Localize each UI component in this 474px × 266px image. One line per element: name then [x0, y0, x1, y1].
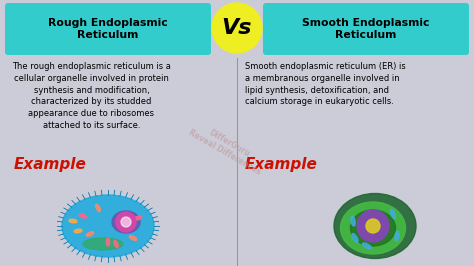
- Ellipse shape: [74, 229, 82, 233]
- Circle shape: [212, 3, 262, 53]
- Ellipse shape: [96, 204, 100, 211]
- Ellipse shape: [334, 193, 416, 259]
- Ellipse shape: [62, 195, 154, 257]
- Ellipse shape: [340, 202, 405, 254]
- Circle shape: [116, 212, 136, 232]
- Circle shape: [121, 217, 131, 227]
- Ellipse shape: [350, 210, 395, 246]
- Ellipse shape: [79, 214, 87, 218]
- Ellipse shape: [112, 211, 140, 233]
- Ellipse shape: [351, 216, 355, 226]
- Text: The rough endoplasmic reticulum is a
cellular organelle involved in protein
synt: The rough endoplasmic reticulum is a cel…: [12, 62, 171, 130]
- Text: Smooth Endoplasmic
Reticulum: Smooth Endoplasmic Reticulum: [302, 18, 430, 40]
- Ellipse shape: [134, 216, 142, 220]
- Text: Vs: Vs: [222, 18, 252, 38]
- Circle shape: [366, 219, 380, 233]
- Text: Smooth endoplasmic reticulum (ER) is
a membranous organelle involved in
lipid sy: Smooth endoplasmic reticulum (ER) is a m…: [245, 62, 406, 106]
- Circle shape: [357, 210, 389, 242]
- FancyBboxPatch shape: [263, 3, 469, 55]
- Ellipse shape: [69, 219, 77, 223]
- Ellipse shape: [363, 243, 372, 249]
- Text: Example: Example: [14, 157, 87, 172]
- Ellipse shape: [352, 234, 358, 242]
- Ellipse shape: [391, 209, 395, 219]
- Text: Example: Example: [245, 157, 318, 172]
- Ellipse shape: [129, 236, 137, 240]
- FancyBboxPatch shape: [5, 3, 211, 55]
- Text: DifferGuru
Reveal Differences: DifferGuru Reveal Differences: [187, 119, 267, 177]
- Ellipse shape: [395, 231, 399, 241]
- Ellipse shape: [86, 232, 94, 236]
- Ellipse shape: [114, 240, 118, 248]
- Text: Rough Endoplasmic
Reticulum: Rough Endoplasmic Reticulum: [48, 18, 168, 40]
- Ellipse shape: [83, 238, 123, 250]
- Ellipse shape: [106, 238, 110, 246]
